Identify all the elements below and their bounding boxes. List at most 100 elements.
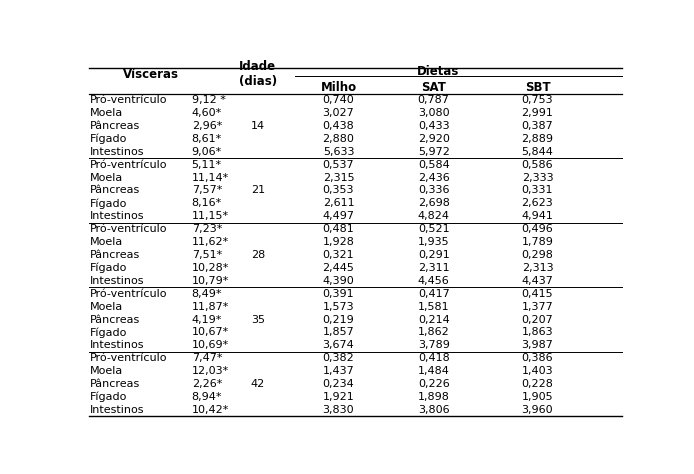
Text: 9,12 *: 9,12 * xyxy=(192,95,226,105)
Text: 0,207: 0,207 xyxy=(522,315,553,325)
Text: 0,331: 0,331 xyxy=(522,185,553,195)
Text: Pró-ventrículo: Pró-ventrículo xyxy=(90,160,167,170)
Text: 1,928: 1,928 xyxy=(323,237,355,247)
Text: 3,987: 3,987 xyxy=(521,340,553,350)
Text: Idade
(dias): Idade (dias) xyxy=(239,60,277,88)
Text: 5,11*: 5,11* xyxy=(192,160,222,170)
Text: 0,382: 0,382 xyxy=(323,353,355,363)
Text: 2,96*: 2,96* xyxy=(192,121,222,131)
Text: 2,623: 2,623 xyxy=(522,199,553,209)
Text: SBT: SBT xyxy=(525,81,550,94)
Text: 4,60*: 4,60* xyxy=(192,108,222,118)
Text: 1,573: 1,573 xyxy=(323,301,354,311)
Text: 2,611: 2,611 xyxy=(323,199,354,209)
Text: Pró-ventrículo: Pró-ventrículo xyxy=(90,224,167,234)
Text: 28: 28 xyxy=(251,250,265,260)
Text: 2,445: 2,445 xyxy=(323,263,355,273)
Text: Moela: Moela xyxy=(90,366,123,376)
Text: Moela: Moela xyxy=(90,301,123,311)
Text: 2,991: 2,991 xyxy=(521,108,553,118)
Text: Moela: Moela xyxy=(90,108,123,118)
Text: Pró-ventrículo: Pró-ventrículo xyxy=(90,353,167,363)
Text: 1,863: 1,863 xyxy=(522,328,553,337)
Text: 4,390: 4,390 xyxy=(323,276,355,286)
Text: 3,960: 3,960 xyxy=(522,405,553,415)
Text: 0,433: 0,433 xyxy=(418,121,450,131)
Text: 1,484: 1,484 xyxy=(418,366,450,376)
Text: 1,898: 1,898 xyxy=(418,392,450,402)
Text: 5,633: 5,633 xyxy=(323,147,354,157)
Text: 0,214: 0,214 xyxy=(418,315,450,325)
Text: 21: 21 xyxy=(251,185,265,195)
Text: 14: 14 xyxy=(251,121,265,131)
Text: 3,674: 3,674 xyxy=(323,340,355,350)
Text: 9,06*: 9,06* xyxy=(192,147,222,157)
Text: Intestinos: Intestinos xyxy=(90,147,144,157)
Text: 5,972: 5,972 xyxy=(418,147,450,157)
Text: 0,740: 0,740 xyxy=(323,95,355,105)
Text: 0,418: 0,418 xyxy=(418,353,450,363)
Text: 0,219: 0,219 xyxy=(323,315,355,325)
Text: 3,830: 3,830 xyxy=(323,405,354,415)
Text: 8,94*: 8,94* xyxy=(192,392,222,402)
Text: 8,61*: 8,61* xyxy=(192,134,222,144)
Text: 0,298: 0,298 xyxy=(521,250,553,260)
Text: 1,789: 1,789 xyxy=(521,237,553,247)
Text: 7,47*: 7,47* xyxy=(192,353,222,363)
Text: 0,438: 0,438 xyxy=(323,121,355,131)
Text: 2,889: 2,889 xyxy=(521,134,554,144)
Text: Fígado: Fígado xyxy=(90,263,127,273)
Text: 12,03*: 12,03* xyxy=(192,366,229,376)
Text: Fígado: Fígado xyxy=(90,392,127,402)
Text: 1,581: 1,581 xyxy=(418,301,450,311)
Text: 42: 42 xyxy=(251,379,265,389)
Text: 1,437: 1,437 xyxy=(323,366,355,376)
Text: 11,14*: 11,14* xyxy=(192,173,229,182)
Text: 0,321: 0,321 xyxy=(323,250,354,260)
Text: 2,698: 2,698 xyxy=(418,199,450,209)
Text: 11,62*: 11,62* xyxy=(192,237,229,247)
Text: 2,920: 2,920 xyxy=(418,134,450,144)
Text: Intestinos: Intestinos xyxy=(90,340,144,350)
Text: 11,15*: 11,15* xyxy=(192,211,229,221)
Text: Pró-ventrículo: Pró-ventrículo xyxy=(90,289,167,299)
Text: 7,51*: 7,51* xyxy=(192,250,222,260)
Text: 0,584: 0,584 xyxy=(418,160,450,170)
Text: Intestinos: Intestinos xyxy=(90,276,144,286)
Text: 3,789: 3,789 xyxy=(418,340,450,350)
Text: 1,921: 1,921 xyxy=(323,392,355,402)
Text: 2,333: 2,333 xyxy=(522,173,553,182)
Text: Pâncreas: Pâncreas xyxy=(90,379,139,389)
Text: 4,497: 4,497 xyxy=(323,211,355,221)
Text: 2,436: 2,436 xyxy=(418,173,450,182)
Text: 1,905: 1,905 xyxy=(522,392,553,402)
Text: Dietas: Dietas xyxy=(417,65,459,78)
Text: Moela: Moela xyxy=(90,237,123,247)
Text: 0,415: 0,415 xyxy=(522,289,553,299)
Text: Milho: Milho xyxy=(321,81,357,94)
Text: 2,880: 2,880 xyxy=(323,134,355,144)
Text: 10,28*: 10,28* xyxy=(192,263,229,273)
Text: 0,386: 0,386 xyxy=(522,353,553,363)
Text: 1,377: 1,377 xyxy=(522,301,553,311)
Text: 4,19*: 4,19* xyxy=(192,315,222,325)
Text: 0,521: 0,521 xyxy=(418,224,450,234)
Text: 5,844: 5,844 xyxy=(521,147,553,157)
Text: 0,496: 0,496 xyxy=(522,224,553,234)
Text: Fígado: Fígado xyxy=(90,327,127,337)
Text: 3,806: 3,806 xyxy=(418,405,450,415)
Text: 10,67*: 10,67* xyxy=(192,328,229,337)
Text: 0,387: 0,387 xyxy=(522,121,553,131)
Text: 0,586: 0,586 xyxy=(522,160,553,170)
Text: 7,23*: 7,23* xyxy=(192,224,222,234)
Text: 0,481: 0,481 xyxy=(323,224,355,234)
Text: 2,26*: 2,26* xyxy=(192,379,222,389)
Text: 1,935: 1,935 xyxy=(418,237,450,247)
Text: Vísceras: Vísceras xyxy=(124,68,179,81)
Text: Moela: Moela xyxy=(90,173,123,182)
Text: 0,336: 0,336 xyxy=(418,185,450,195)
Text: 4,456: 4,456 xyxy=(418,276,450,286)
Text: Pâncreas: Pâncreas xyxy=(90,315,139,325)
Text: Pâncreas: Pâncreas xyxy=(90,185,139,195)
Text: 10,42*: 10,42* xyxy=(192,405,229,415)
